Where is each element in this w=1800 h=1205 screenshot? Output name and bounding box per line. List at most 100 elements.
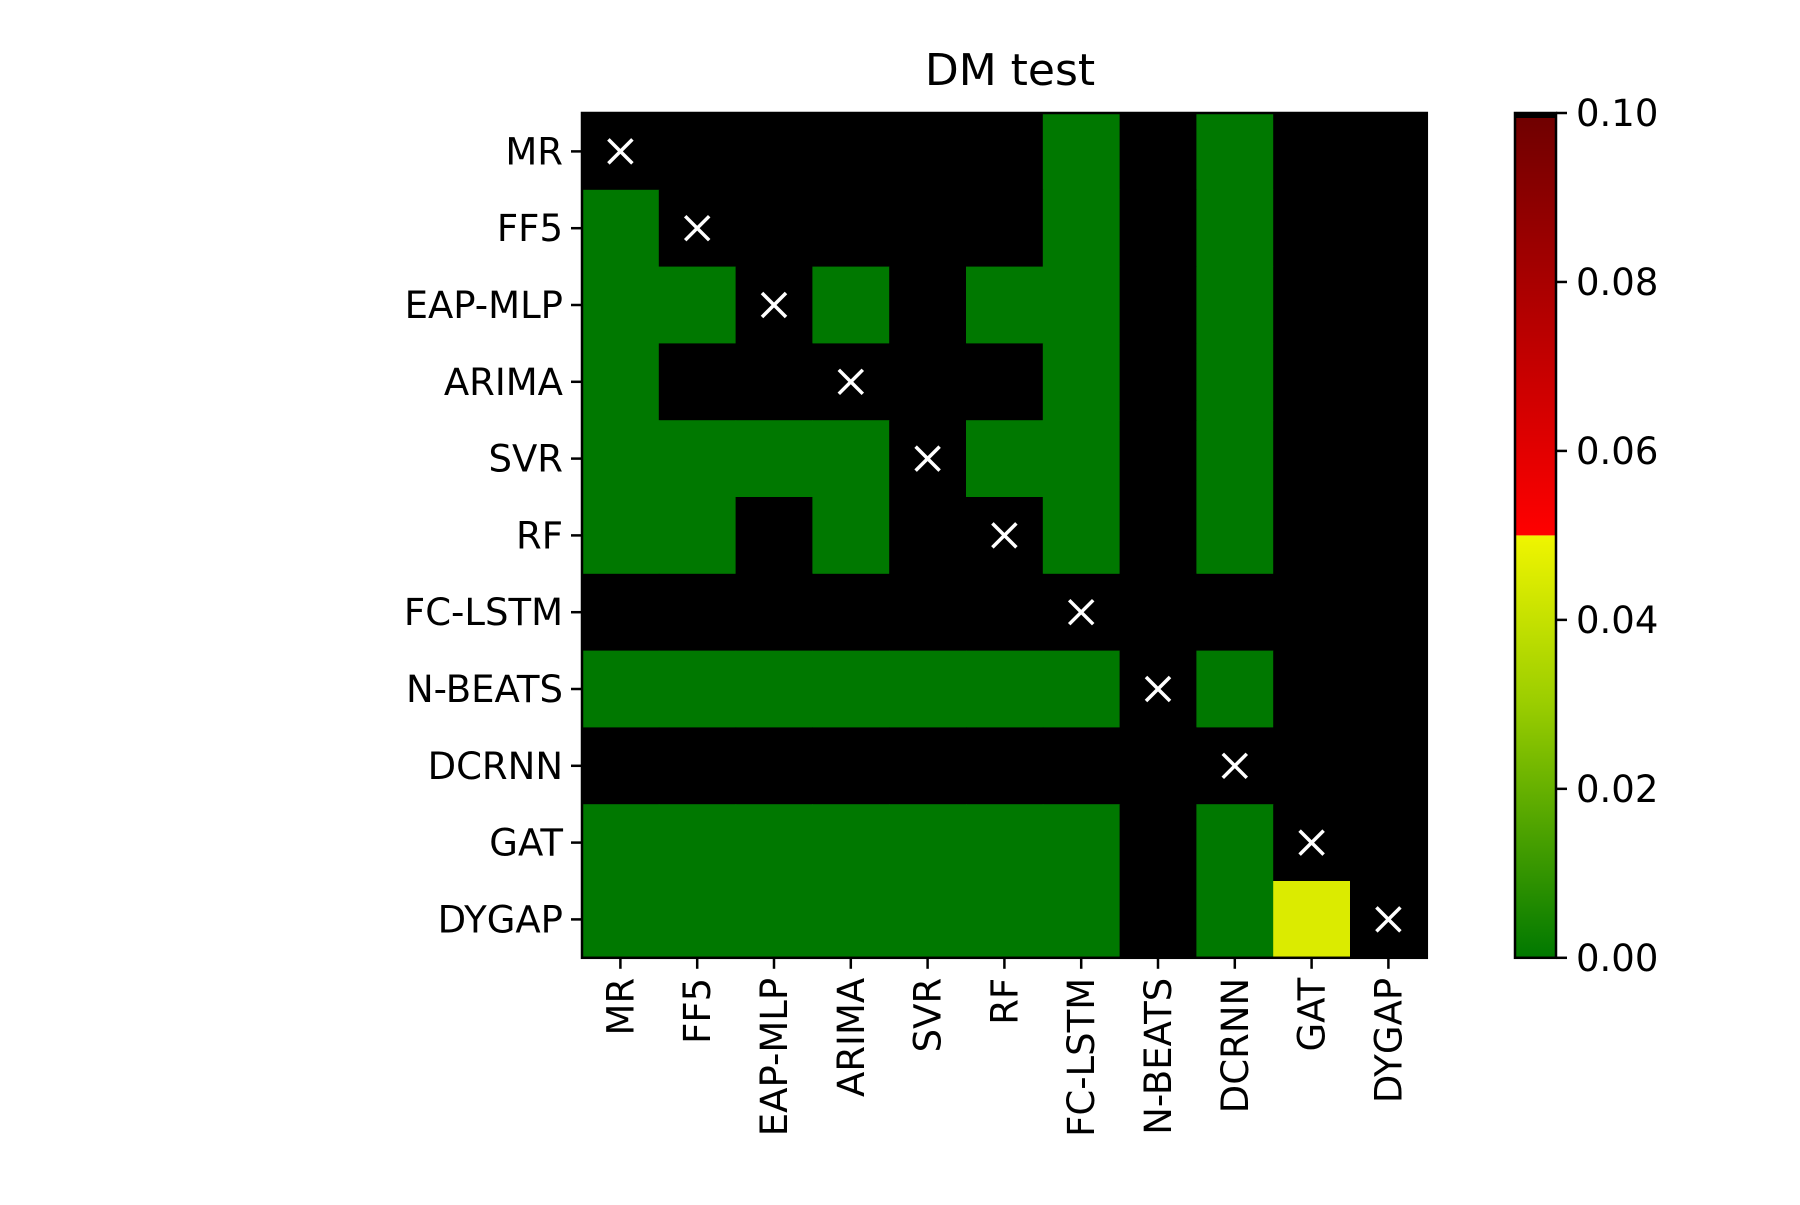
y-tick-label: EAP-MLP xyxy=(405,284,563,327)
heatmap-cell-SVR-FC-LSTM xyxy=(1042,420,1121,498)
heatmap-cell-DCRNN-GAT xyxy=(1273,727,1351,805)
y-tick-label: GAT xyxy=(489,822,563,865)
heatmap-cell-FF5-MR xyxy=(582,189,660,268)
heatmap-cell-N-BEATS-GAT xyxy=(1273,650,1351,728)
heatmap-cell-DCRNN-SVR xyxy=(889,727,967,805)
heatmap-cell-MR-FC-LSTM xyxy=(1042,113,1121,191)
heatmap-cell-SVR-DYGAP xyxy=(1350,420,1428,498)
heatmap-cell-EAP-MLP-MR xyxy=(582,266,660,344)
x-tick-label: RF xyxy=(983,978,1026,1025)
heatmap-cell-MR-FF5 xyxy=(658,113,737,191)
y-tick-label: RF xyxy=(516,514,563,557)
heatmap-cell-DYGAP-SVR xyxy=(889,881,967,959)
colorbar-tick-label: 0.04 xyxy=(1576,599,1658,642)
heatmap-cell-EAP-MLP-SVR xyxy=(889,266,967,344)
heatmap-cell-FF5-DYGAP xyxy=(1350,189,1428,268)
heatmap-cell-DCRNN-FF5 xyxy=(658,727,737,805)
x-tick-label: DCRNN xyxy=(1214,978,1257,1113)
heatmap-cell-FC-LSTM-GAT xyxy=(1273,573,1351,652)
colorbar-tick-label: 0.08 xyxy=(1576,261,1658,304)
heatmap-cell-FF5-DCRNN xyxy=(1196,189,1274,268)
heatmap-cell-DCRNN-MR xyxy=(582,727,660,805)
heatmap-cell-EAP-MLP-DYGAP xyxy=(1350,266,1428,344)
heatmap-cell-N-BEATS-FF5 xyxy=(658,650,737,728)
heatmap-cell-FF5-SVR xyxy=(889,189,967,268)
heatmap-cell-DYGAP-DCRNN xyxy=(1196,881,1274,959)
heatmap-cell-FC-LSTM-ARIMA xyxy=(812,573,890,652)
heatmap-cell-RF-N-BEATS xyxy=(1119,497,1197,575)
diagonal-marker-DCRNN xyxy=(1221,752,1249,780)
heatmap-cell-ARIMA-RF xyxy=(966,343,1044,421)
heatmap-cell-FC-LSTM-N-BEATS xyxy=(1119,573,1197,652)
heatmap-cell-EAP-MLP-FC-LSTM xyxy=(1042,266,1121,344)
y-tick-label: FF5 xyxy=(497,207,563,250)
heatmap-cell-MR-N-BEATS xyxy=(1119,113,1197,191)
y-tick-label: FC-LSTM xyxy=(404,591,563,634)
x-tick-label: ARIMA xyxy=(830,978,873,1097)
colorbar-tick-label: 0.02 xyxy=(1576,768,1658,811)
heatmap-cell-ARIMA-N-BEATS xyxy=(1119,343,1197,421)
heatmap-cell-GAT-N-BEATS xyxy=(1119,804,1197,882)
heatmap-cell-RF-DYGAP xyxy=(1350,497,1428,575)
heatmap-cell-MR-SVR xyxy=(889,113,967,191)
heatmap-cell-SVR-RF xyxy=(966,420,1044,498)
heatmap-cell-DYGAP-EAP-MLP xyxy=(735,881,813,959)
heatmap-cell-DYGAP-FF5 xyxy=(658,881,737,959)
heatmap-cell-DCRNN-ARIMA xyxy=(812,727,890,805)
heatmap-cell-DYGAP-GAT xyxy=(1273,881,1351,959)
heatmap-cell-EAP-MLP-DCRNN xyxy=(1196,266,1274,344)
heatmap-cell-RF-EAP-MLP xyxy=(735,497,813,575)
heatmap-cell-SVR-MR xyxy=(582,420,660,498)
heatmap-cell-ARIMA-FC-LSTM xyxy=(1042,343,1121,421)
heatmap-cell-DYGAP-RF xyxy=(966,881,1044,959)
diagonal-marker-FC-LSTM xyxy=(1067,598,1095,626)
heatmap-cell-GAT-ARIMA xyxy=(812,804,890,882)
heatmap-cell-SVR-ARIMA xyxy=(812,420,890,498)
y-tick-label: DYGAP xyxy=(438,898,563,941)
heatmap-cell-RF-SVR xyxy=(889,497,967,575)
diagonal-marker-GAT xyxy=(1298,829,1325,856)
heatmap-cell-ARIMA-SVR xyxy=(889,343,967,421)
y-tick-label: DCRNN xyxy=(428,745,563,788)
chart-title: DM test xyxy=(925,45,1095,96)
heatmap-cell-DCRNN-RF xyxy=(966,727,1044,805)
heatmap-cell-EAP-MLP-RF xyxy=(966,266,1044,344)
heatmap-cell-MR-GAT xyxy=(1273,113,1351,191)
heatmap-cell-GAT-MR xyxy=(582,804,660,882)
heatmap-cell-ARIMA-EAP-MLP xyxy=(735,343,813,421)
heatmap-cell-FF5-FC-LSTM xyxy=(1042,189,1121,268)
colorbar-low-segment xyxy=(1515,535,1556,958)
diagonal-markers xyxy=(607,138,1402,933)
x-tick-label: MR xyxy=(599,978,642,1036)
heatmap-cell-N-BEATS-EAP-MLP xyxy=(735,650,813,728)
diagonal-marker-N-BEATS xyxy=(1144,675,1172,703)
diagonal-marker-ARIMA xyxy=(837,368,865,396)
heatmap-cell-MR-RF xyxy=(966,113,1044,191)
heatmap-cell-FC-LSTM-EAP-MLP xyxy=(735,573,813,652)
heatmap-cell-GAT-DCRNN xyxy=(1196,804,1274,882)
heatmap-cell-DCRNN-N-BEATS xyxy=(1119,727,1197,805)
heatmap-cell-GAT-DYGAP xyxy=(1350,804,1428,882)
heatmap-cell-MR-EAP-MLP xyxy=(735,113,813,191)
colorbar-tick-label: 0.00 xyxy=(1576,937,1658,980)
colorbar-frame xyxy=(1513,111,1558,960)
colorbar-high-segment xyxy=(1515,118,1556,536)
y-tick-label: SVR xyxy=(488,438,563,481)
heatmap-cell-FF5-ARIMA xyxy=(812,189,890,268)
heatmap-cell-MR-DYGAP xyxy=(1350,113,1428,191)
heatmap-cell-DYGAP-N-BEATS xyxy=(1119,881,1197,959)
heatmap-cell-DCRNN-DYGAP xyxy=(1350,727,1428,805)
heatmap-cell-SVR-GAT xyxy=(1273,420,1351,498)
y-tick-label: N-BEATS xyxy=(406,668,563,711)
heatmap-cell-FC-LSTM-SVR xyxy=(889,573,967,652)
heatmap-cell-RF-FF5 xyxy=(658,497,737,575)
x-tick-label: DYGAP xyxy=(1367,978,1410,1103)
heatmap-cell-N-BEATS-MR xyxy=(582,650,660,728)
heatmap-cell-EAP-MLP-N-BEATS xyxy=(1119,266,1197,344)
heatmap-cell-ARIMA-DYGAP xyxy=(1350,343,1428,421)
heatmap-cell-GAT-RF xyxy=(966,804,1044,882)
heatmap-cell-DCRNN-EAP-MLP xyxy=(735,727,813,805)
heatmap-cell-DYGAP-FC-LSTM xyxy=(1042,881,1121,959)
